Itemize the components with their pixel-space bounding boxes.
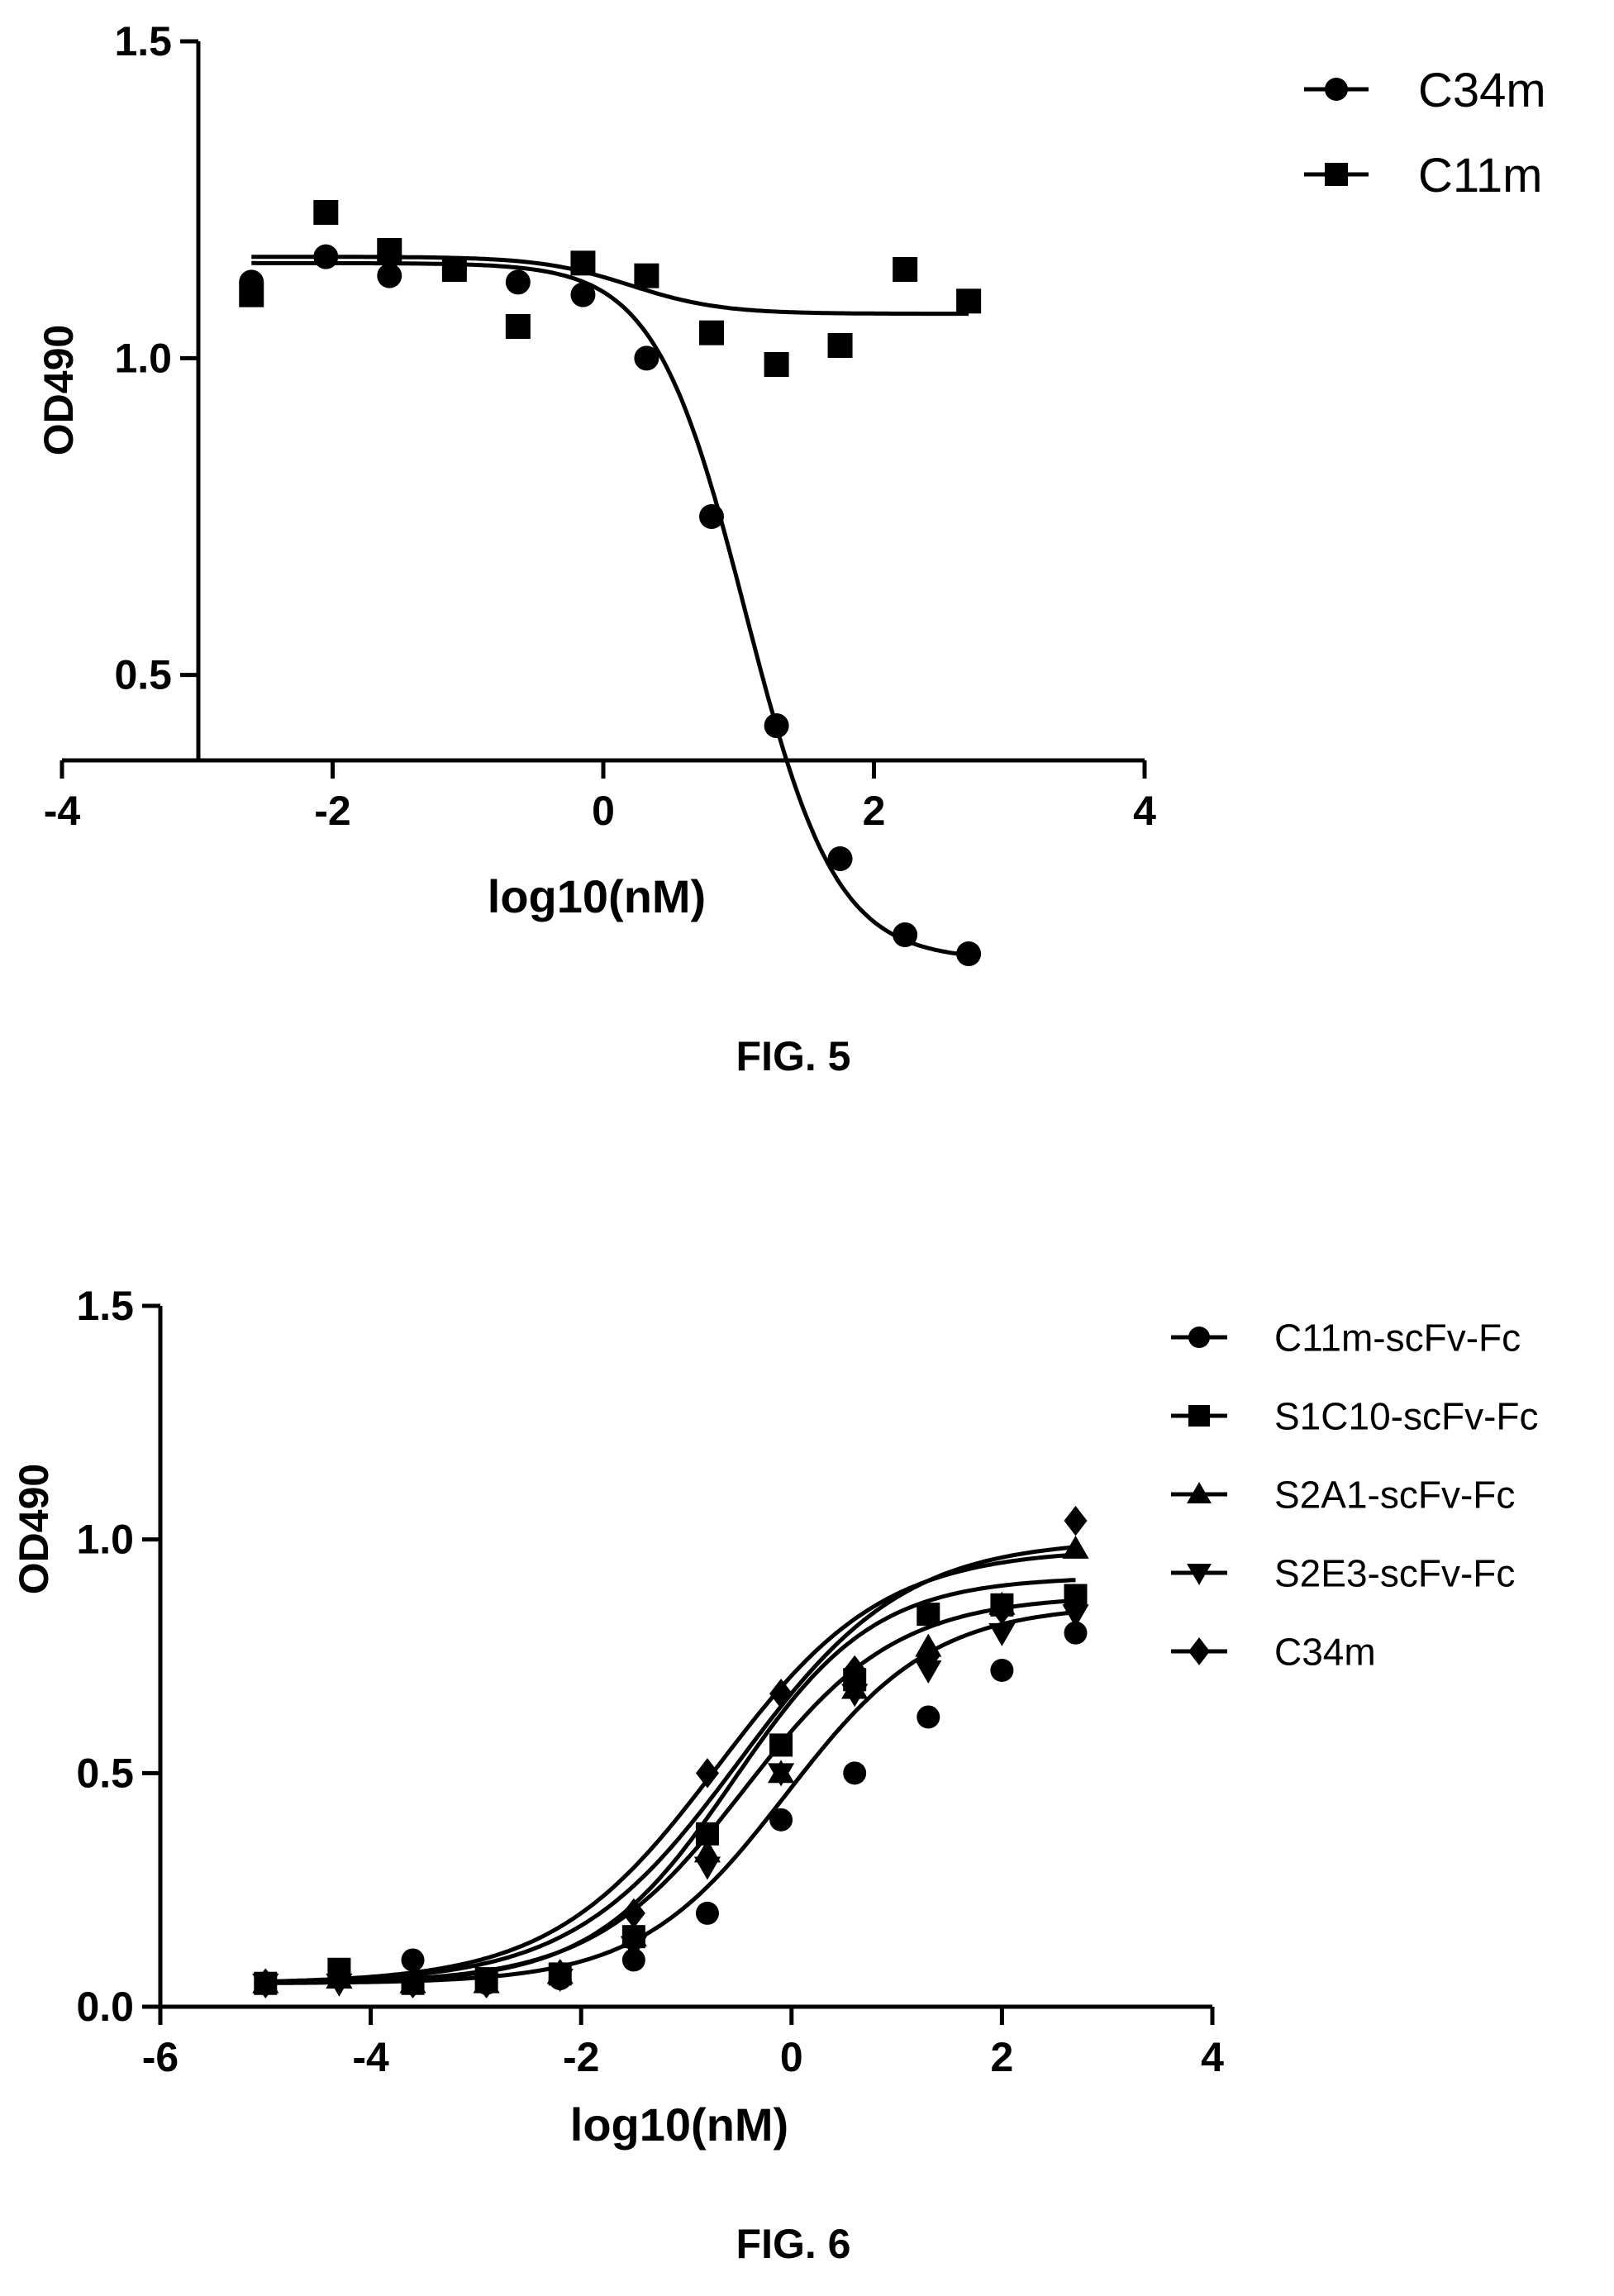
fig5-c34m-point <box>827 846 853 871</box>
fig5-c34m-point <box>570 282 596 307</box>
fig5-c34m-point <box>377 263 402 288</box>
fig5-c11m-point <box>570 250 596 276</box>
fig6-c34m-point <box>843 1655 867 1686</box>
fig5-c34m-point <box>764 713 789 738</box>
fig6-y-axis-label: OD490 <box>11 1464 57 1594</box>
fig6-c11m-scfv-fc-legend-marker <box>1188 1327 1210 1348</box>
fig6-c11m-scfv-fc-point <box>917 1705 940 1729</box>
fig6-x-axis-label: log10(nM) <box>570 2098 788 2151</box>
fig5-c11m-legend-marker <box>1325 163 1348 186</box>
fig6-s2a1-scfv-fc-point <box>693 1839 721 1863</box>
fig6-c34m-legend-label: C34m <box>1274 1631 1376 1674</box>
fig6-c34m-point <box>254 1968 278 1998</box>
fig6-x-tick-label: 2 <box>990 2034 1013 2080</box>
fig6-c34m-point <box>990 1594 1014 1625</box>
fig6-y-tick-label: 1.0 <box>76 1517 134 1563</box>
fig6-s2a1-scfv-fc-legend-label: S2A1-scFv-Fc <box>1274 1474 1515 1517</box>
fig5-chart: OD490 log10(nM) FIG. 5 0.5 1.0 1.5 -4 -2 0 2 4 C… <box>36 18 1546 1079</box>
fig5-x-tick-label: 2 <box>863 788 886 834</box>
fig5-c11m-point <box>313 200 339 225</box>
fig6-c34m-point <box>917 1641 940 1672</box>
fig5-c11m-point <box>505 314 531 339</box>
fig6-c11m-scfv-fc-point <box>1064 1621 1088 1645</box>
fig6-c34m-point <box>695 1758 719 1789</box>
fig6-s2e3-scfv-fc-point <box>767 1763 795 1787</box>
fig5-c34m-legend-marker <box>1325 78 1348 101</box>
fig6-c11m-scfv-fc-point <box>695 1901 719 1925</box>
fig6-s2e3-scfv-fc-point <box>915 1660 942 1684</box>
fig5-c34m-legend-label: C34m <box>1418 64 1546 117</box>
fig6-c34m-fit-curve <box>265 1552 1076 1984</box>
fig5-c34m-point <box>893 922 918 947</box>
fig6-y-tick-label: 0.5 <box>76 1750 134 1796</box>
fig5-c11m-point <box>699 320 724 345</box>
fig6-s2e3-scfv-fc-point <box>1062 1604 1089 1628</box>
fig5-c11m-point <box>441 257 467 282</box>
fig5-c34m-fit-curve <box>251 260 969 958</box>
fig6-c11m-scfv-fc-point <box>401 1948 425 1972</box>
fig6-s2e3-scfv-fc-point <box>693 1856 721 1880</box>
fig6-s2e3-scfv-fc-point <box>620 1936 647 1960</box>
fig5-y-tick-label: 0.5 <box>114 652 172 698</box>
fig5-y-tick-label: 1.5 <box>114 18 172 64</box>
fig6-x-tick-label: 0 <box>780 2034 803 2080</box>
fig6-c11m-scfv-fc-fit-curve <box>265 1610 1076 1985</box>
fig6-s1c10-scfv-fc-legend-label: S1C10-scFv-Fc <box>1274 1395 1538 1438</box>
fig6-x-tick-label: -2 <box>563 2034 599 2080</box>
fig6-y-tick-label: 0.0 <box>76 1984 134 2030</box>
fig5-c11m-point <box>377 238 402 263</box>
fig6-c34m-legend-marker <box>1188 1637 1210 1665</box>
fig6-s1c10-scfv-fc-point <box>917 1603 940 1627</box>
fig6-s1c10-scfv-fc-point <box>1064 1584 1088 1608</box>
fig5-c34m-point <box>699 504 724 529</box>
fig6-c34m-point <box>474 1968 498 1998</box>
fig5-c11m-point <box>956 288 982 314</box>
fig5-y-tick-label: 1.0 <box>114 335 172 381</box>
fig5-c11m-legend-label: C11m <box>1418 149 1542 202</box>
fig6-s2a1-scfv-fc-legend-marker <box>1187 1482 1212 1504</box>
fig6-x-tick-label: 4 <box>1201 2034 1224 2080</box>
fig6-c34m-point <box>1064 1505 1088 1536</box>
fig5-caption: FIG. 5 <box>736 1033 851 1079</box>
fig6-s2a1-scfv-fc-point <box>1062 1535 1089 1559</box>
fig6-s2e3-scfv-fc-point <box>988 1622 1016 1646</box>
fig6-s2e3-scfv-fc-fit-curve <box>265 1598 1076 1985</box>
fig5-x-axis-label: log10(nM) <box>488 870 706 922</box>
fig5-x-tick-label: -4 <box>44 788 81 834</box>
fig6-c11m-scfv-fc-point <box>621 1948 645 1972</box>
fig5-c11m-point <box>764 352 789 377</box>
fig5-c11m-point <box>634 263 659 288</box>
fig6-c34m-point <box>769 1679 793 1709</box>
fig6-c34m-point <box>548 1959 572 1989</box>
fig6-c11m-scfv-fc-point <box>990 1658 1014 1682</box>
fig6-x-tick-label: -4 <box>352 2034 389 2080</box>
fig6-s1c10-scfv-fc-legend-marker <box>1188 1405 1210 1427</box>
fig6-c11m-scfv-fc-point <box>769 1808 793 1832</box>
fig6-c34m-point <box>401 1968 425 1998</box>
fig5-y-axis-label: OD490 <box>36 325 82 455</box>
fig5-c11m-point <box>893 257 918 282</box>
fig6-x-tick-label: -6 <box>142 2034 179 2080</box>
fig6-caption: FIG. 6 <box>736 2221 851 2267</box>
fig6-c11m-scfv-fc-legend-label: C11m-scFv-Fc <box>1274 1317 1521 1360</box>
fig5-x-tick-label: 4 <box>1133 788 1156 834</box>
fig6-s2e3-scfv-fc-point <box>841 1684 869 1708</box>
fig6-c11m-scfv-fc-point <box>843 1761 867 1785</box>
fig5-c11m-point <box>239 282 264 307</box>
fig5-c34m-point <box>505 269 531 295</box>
fig6-s2e3-scfv-fc-legend-marker <box>1187 1563 1212 1585</box>
fig5-x-tick-label: -2 <box>314 788 350 834</box>
fig5-c34m-point <box>634 345 659 371</box>
fig6-c34m-point <box>621 1898 645 1929</box>
fig6-y-tick-label: 1.5 <box>76 1283 134 1329</box>
fig5-c34m-point <box>956 941 982 966</box>
fig5-x-tick-label: 0 <box>592 788 615 834</box>
fig6-s2e3-scfv-fc-legend-label: S2E3-scFv-Fc <box>1274 1552 1515 1595</box>
fig6-c34m-point <box>327 1963 351 1994</box>
fig5-c11m-fit-curve <box>251 255 969 317</box>
fig6-chart: OD490 log10(nM) FIG. 6 0.0 0.5 1.0 1.5 -6 -4 -… <box>11 1283 1538 2267</box>
fig5-c11m-point <box>827 333 853 358</box>
